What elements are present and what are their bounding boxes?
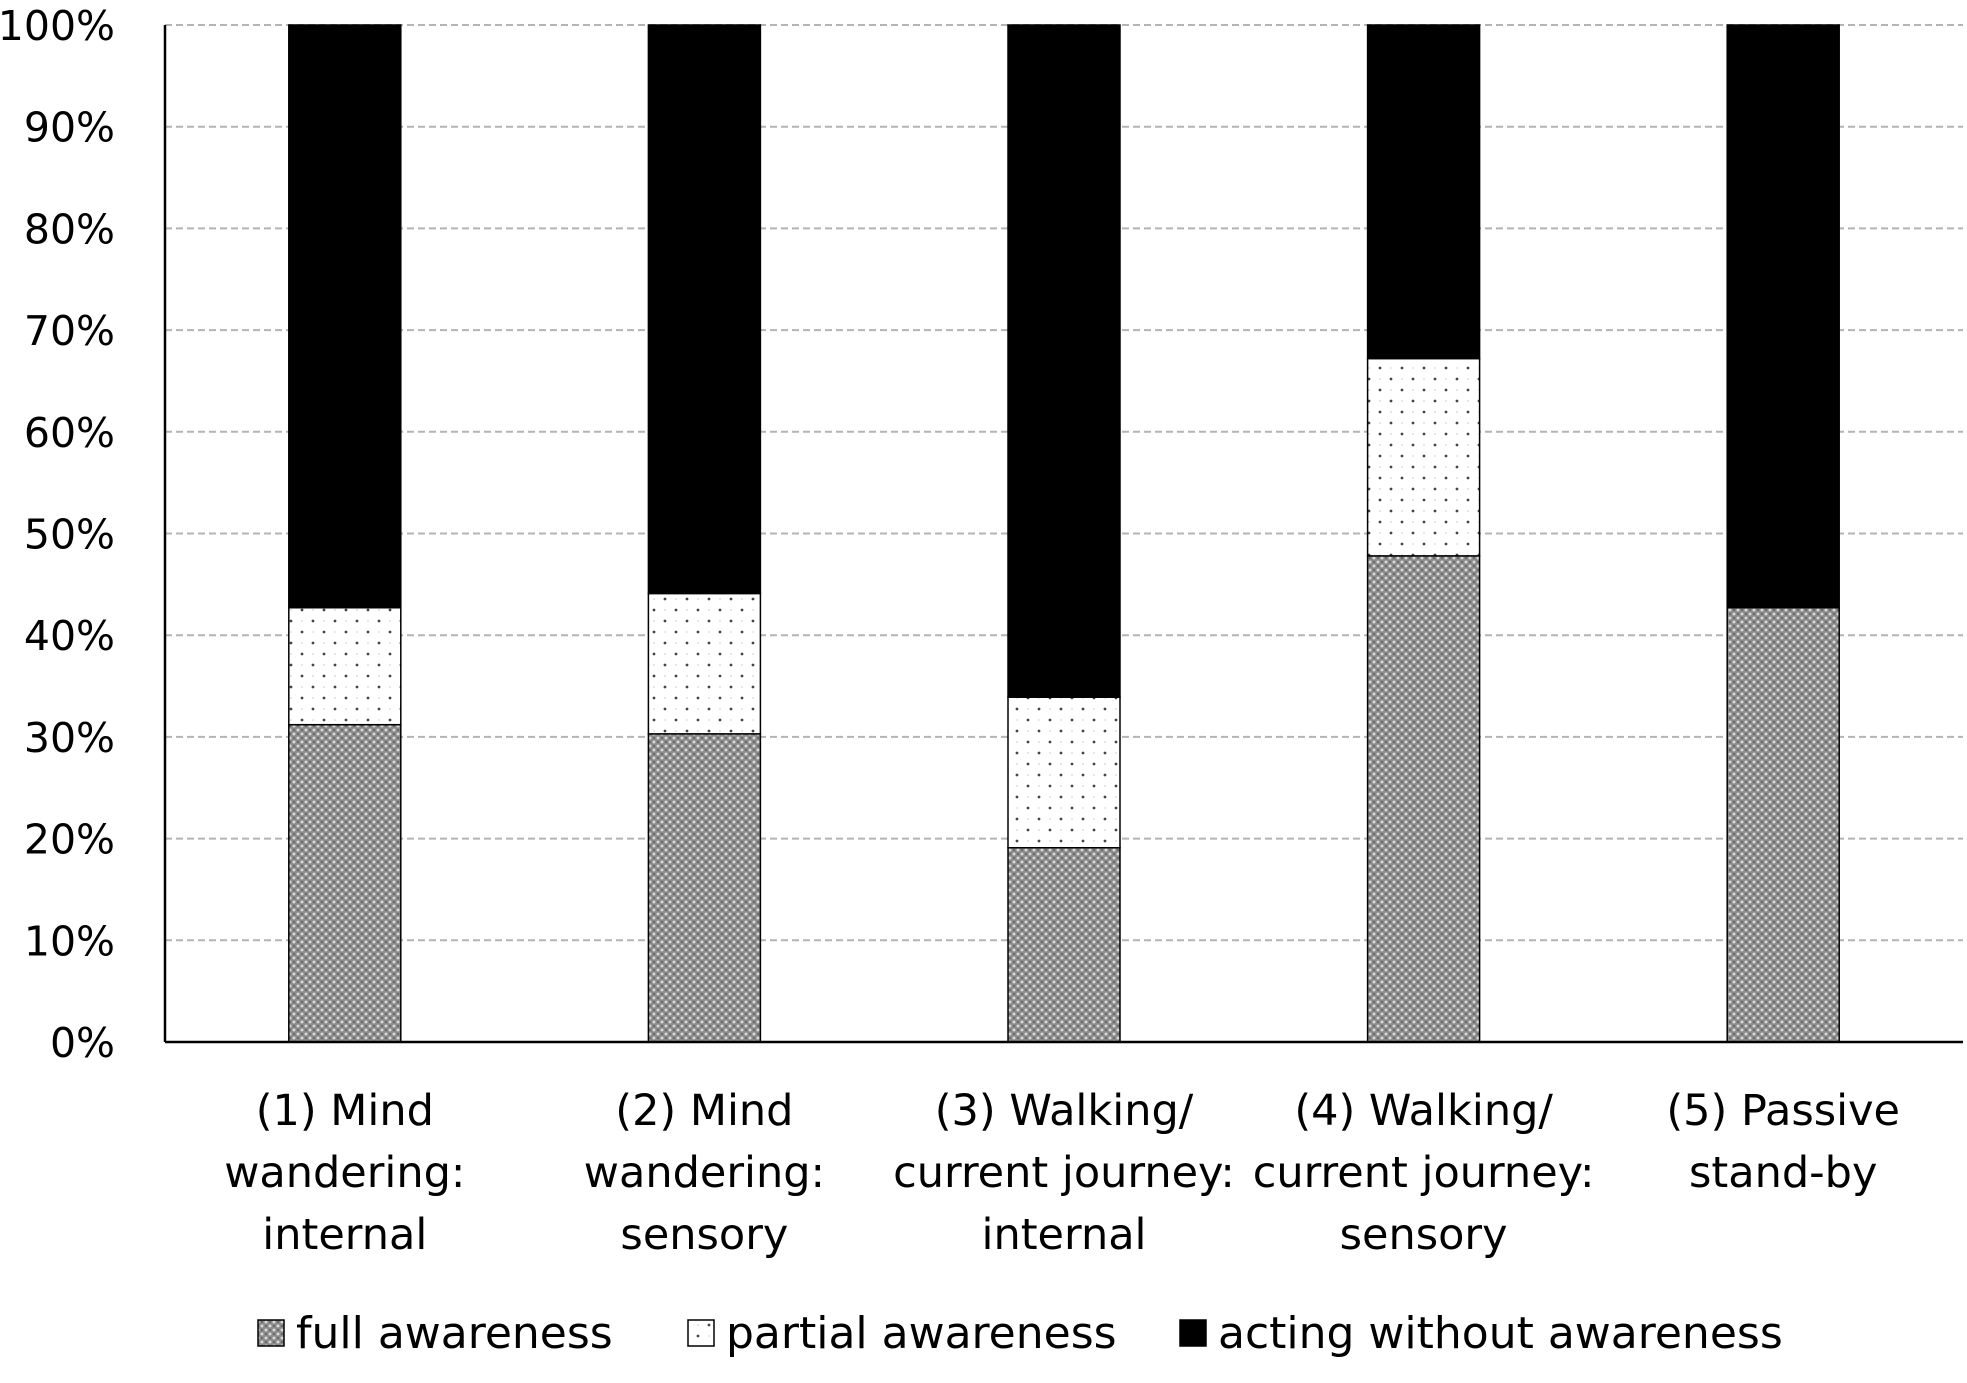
bar-segment-full-awareness-4 <box>1366 555 1481 1043</box>
legend-swatch <box>687 1319 715 1347</box>
legend-label: partial awareness <box>726 1308 1117 1359</box>
legend: full awareness partial awareness acting wi… <box>257 1308 1783 1359</box>
bar-stack-4 <box>1366 24 1481 1043</box>
x-category-label-line: internal <box>982 1210 1147 1260</box>
legend-swatch <box>257 1319 285 1347</box>
y-tick-label: 50% <box>24 511 115 559</box>
x-axis-category-labels: (1) Mind wandering: internal (2) Mind wander… <box>224 1086 1900 1260</box>
bar-segment-partial-awareness-3 <box>1007 696 1121 849</box>
legend-label: full awareness <box>296 1308 613 1359</box>
legend-label: acting without awareness <box>1218 1308 1783 1359</box>
x-category-label-line: (2) Mind <box>615 1086 793 1136</box>
legend-item-full-awareness: full awareness <box>257 1308 613 1359</box>
y-tick-label: 60% <box>24 409 115 457</box>
x-category-label-1: (1) Mind wandering: internal <box>224 1086 465 1260</box>
y-tick-label: 100% <box>0 2 115 50</box>
y-tick-label: 30% <box>24 714 115 762</box>
x-category-label-line: (5) Passive <box>1666 1086 1900 1136</box>
bar-stack-2 <box>647 24 762 1043</box>
bar-segment-full-awareness-3 <box>1007 847 1121 1043</box>
x-category-label-line: current journey: <box>893 1148 1235 1198</box>
x-category-label-line: current journey: <box>1253 1148 1595 1198</box>
bar-segment-acting-without-awareness-1 <box>288 24 402 609</box>
bar-segment-partial-awareness-1 <box>288 606 402 726</box>
bar-segment-acting-without-awareness-4 <box>1366 24 1481 360</box>
x-category-label-2: (2) Mind wandering: sensory <box>584 1086 825 1260</box>
bar-segment-acting-without-awareness-5 <box>1726 24 1840 609</box>
legend-item-acting-without-awareness: acting without awareness <box>1179 1308 1783 1359</box>
x-category-label-line: (1) Mind <box>256 1086 434 1136</box>
y-tick-label: 0% <box>50 1019 115 1067</box>
x-category-label-5: (5) Passive stand-by <box>1666 1086 1900 1198</box>
x-category-label-3: (3) Walking/current journey: internal <box>893 1086 1235 1260</box>
x-category-label-line: (4) Walking/ <box>1294 1086 1553 1136</box>
x-category-label-line: stand-by <box>1689 1148 1877 1198</box>
x-category-label-line: internal <box>262 1210 427 1260</box>
y-tick-label: 70% <box>24 307 115 355</box>
bar-segment-acting-without-awareness-3 <box>1007 24 1121 698</box>
y-tick-label: 40% <box>24 612 115 660</box>
bar-stack-1 <box>288 24 402 1043</box>
y-tick-label: 10% <box>24 917 115 965</box>
bars <box>288 24 1840 1043</box>
y-tick-label: 90% <box>24 104 115 152</box>
bar-stack-5 <box>1726 24 1840 1043</box>
legend-item-partial-awareness: partial awareness <box>687 1308 1117 1359</box>
bar-segment-partial-awareness-2 <box>647 592 762 735</box>
y-axis-tick-labels: 0% 10% 20% 30% 40% 50% 60% 70% 80% 90% 100% <box>0 2 115 1067</box>
x-category-label-line: wandering: <box>584 1148 825 1198</box>
bar-stack-3 <box>1007 24 1121 1043</box>
bar-segment-full-awareness-2 <box>647 733 762 1043</box>
bar-segment-full-awareness-1 <box>288 723 402 1043</box>
x-category-label-line: sensory <box>620 1210 788 1260</box>
x-category-label-4: (4) Walking/current journey: sensory <box>1253 1086 1595 1260</box>
x-category-label-line: sensory <box>1340 1210 1508 1260</box>
y-tick-label: 80% <box>24 205 115 253</box>
y-tick-label: 20% <box>24 816 115 864</box>
legend-swatch <box>1179 1319 1207 1347</box>
axes <box>163 25 1963 1044</box>
bar-segment-acting-without-awareness-2 <box>647 24 762 595</box>
gridlines <box>165 24 1963 942</box>
bar-segment-full-awareness-5 <box>1726 606 1840 1043</box>
bar-segment-partial-awareness-4 <box>1366 357 1481 557</box>
x-category-label-line: (3) Walking/ <box>935 1086 1194 1136</box>
x-category-label-line: wandering: <box>224 1148 465 1198</box>
